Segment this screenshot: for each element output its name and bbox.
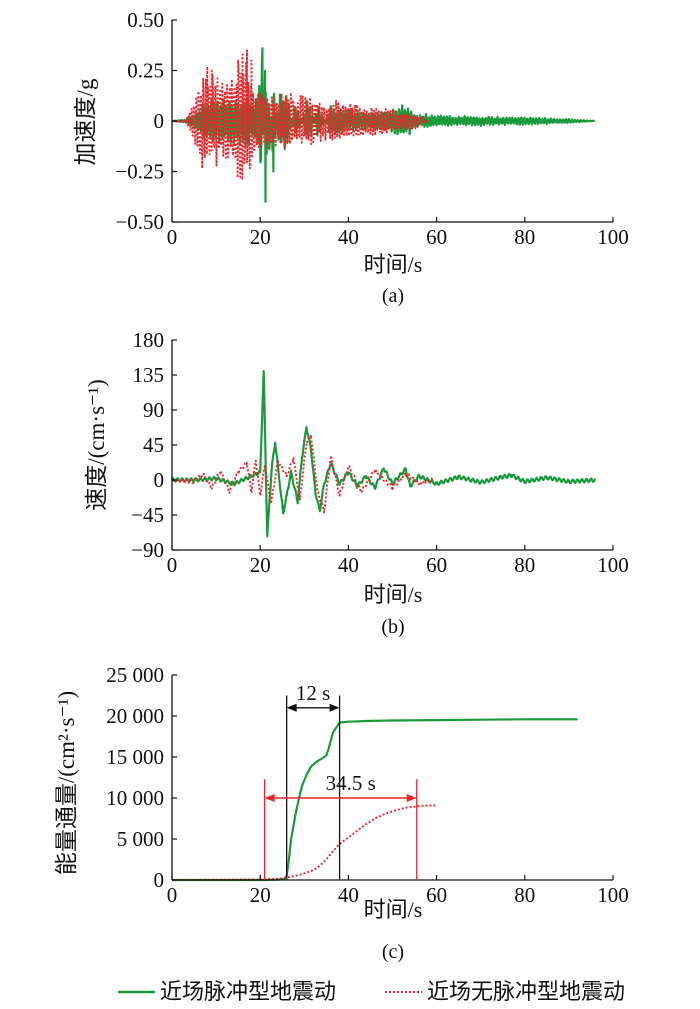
- y-tick-label: 0: [154, 468, 165, 492]
- y-tick-label: 25 000: [106, 663, 164, 687]
- duration-annotations: 12 s 34.5 s: [263, 681, 418, 880]
- x-tick-label: 40: [338, 553, 359, 577]
- tick-labels-a: 0 20 40 60 80 100 −0.50 −0.25 0 0.25 0.50: [115, 8, 628, 249]
- annotation-arrowhead-right: [329, 703, 340, 712]
- annotation-arrowhead-left: [264, 794, 275, 802]
- y-tick-label: 45: [143, 433, 164, 457]
- y-tick-label: 5 000: [117, 827, 164, 851]
- y-axis-label: 加速度/g: [73, 78, 98, 165]
- series-line-pulse: [171, 370, 597, 538]
- series-layer-c: [171, 718, 578, 882]
- y-tick-label: 0.25: [127, 59, 164, 83]
- x-tick-label: 0: [167, 553, 178, 577]
- x-tick-label: 60: [426, 883, 447, 907]
- x-tick-label: 80: [514, 553, 535, 577]
- axes-frame-b: [171, 339, 614, 551]
- y-tick-label: 0.50: [127, 8, 164, 32]
- x-tick-label: 100: [597, 883, 629, 907]
- axes-frame-c: [171, 674, 614, 881]
- legend: 近场脉冲型地震动 近场无脉冲型地震动: [118, 979, 625, 1004]
- series-line-nonpulse: [171, 804, 437, 881]
- y-tick-label: 0: [154, 868, 165, 892]
- panel-caption: (c): [382, 941, 404, 963]
- panel-caption: (a): [382, 285, 404, 307]
- panel-caption: (b): [381, 616, 404, 638]
- x-axis-label: 时间/s: [364, 582, 423, 607]
- series-line-nonpulse: [171, 433, 434, 514]
- x-tick-label: 20: [250, 225, 271, 249]
- x-tick-label: 20: [250, 553, 271, 577]
- y-tick-label: 20 000: [106, 704, 164, 728]
- annotation-arrowhead-right: [406, 794, 417, 802]
- x-tick-label: 100: [597, 553, 629, 577]
- panel-velocity: 0 20 40 60 80 100 −90 −45 0 45 90 135 180 速度/(cm·s⁻¹…: [84, 328, 629, 638]
- y-tick-label: 180: [133, 328, 165, 352]
- x-tick-label: 40: [338, 225, 359, 249]
- x-tick-label: 60: [426, 553, 447, 577]
- annotation-label: 34.5 s: [326, 771, 376, 795]
- axes-frame-a: [171, 19, 614, 223]
- y-axis-label: 能量通量/(cm²·s⁻¹): [54, 691, 79, 875]
- series-layer-a: [171, 47, 596, 203]
- x-tick-label: 80: [514, 225, 535, 249]
- y-tick-label: −90: [131, 538, 164, 562]
- legend-label-pulse: 近场脉冲型地震动: [160, 979, 336, 1004]
- annotation-label: 12 s: [296, 681, 330, 705]
- y-tick-label: −0.25: [115, 160, 164, 184]
- panel-acceleration: 0 20 40 60 80 100 −0.50 −0.25 0 0.25 0.50 加速度/g 时间…: [73, 8, 629, 307]
- series-line-nonpulse: [171, 49, 429, 181]
- tick-labels-b: 0 20 40 60 80 100 −90 −45 0 45 90 135 180: [131, 328, 629, 577]
- y-tick-label: −45: [131, 503, 164, 527]
- panel-energy-flux: 0 20 40 60 80 100 0 5 000 10 000 15 000 20 000 25 0…: [54, 663, 629, 963]
- y-tick-label: 15 000: [106, 745, 164, 769]
- tick-labels-c: 0 20 40 60 80 100 0 5 000 10 000 15 000 20 000 25 0…: [106, 663, 629, 907]
- x-tick-label: 100: [597, 225, 629, 249]
- series-line-pulse: [172, 718, 578, 882]
- x-tick-label: 20: [250, 883, 271, 907]
- x-axis-label: 时间/s: [364, 897, 423, 922]
- y-axis-label: 速度/(cm·s⁻¹): [84, 379, 109, 510]
- x-tick-label: 40: [338, 883, 359, 907]
- x-tick-label: 80: [514, 883, 535, 907]
- y-tick-label: −0.50: [115, 210, 164, 234]
- x-tick-label: 60: [426, 225, 447, 249]
- x-axis-label: 时间/s: [364, 252, 423, 277]
- y-tick-label: 10 000: [106, 786, 164, 810]
- y-tick-label: 135: [133, 363, 165, 387]
- legend-label-nonpulse: 近场无脉冲型地震动: [427, 979, 625, 1004]
- annotation-arrowhead-left: [286, 703, 297, 712]
- x-tick-label: 0: [167, 225, 178, 249]
- x-tick-label: 0: [167, 883, 178, 907]
- y-tick-label: 0: [154, 109, 165, 133]
- y-tick-label: 90: [143, 398, 164, 422]
- series-layer-b: [171, 370, 597, 538]
